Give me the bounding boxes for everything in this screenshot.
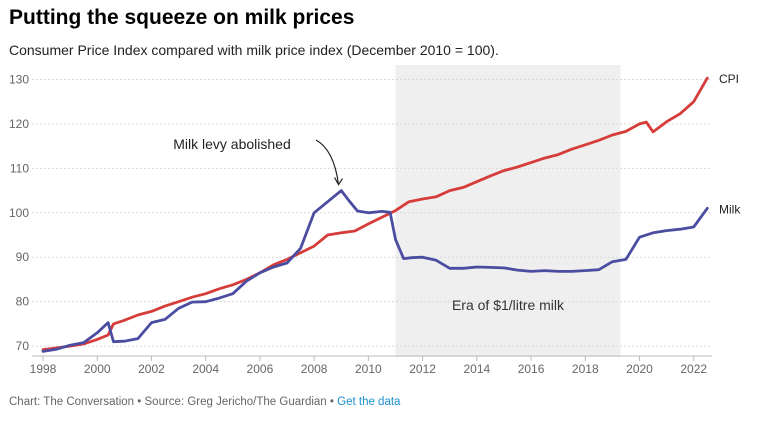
- y-tick-label: 110: [10, 161, 29, 175]
- annotation-arrowhead: [334, 177, 344, 186]
- separator: •: [329, 396, 334, 408]
- annotation-text: Milk levy abolished: [173, 136, 291, 152]
- x-tick-label: 2004: [192, 362, 219, 376]
- shaded-region: [395, 65, 621, 357]
- x-tick-label: 2022: [680, 362, 707, 376]
- series-line-milk: [41, 189, 709, 353]
- annotation-arrow: [315, 139, 340, 185]
- get-data-link[interactable]: Get the data: [337, 396, 401, 408]
- x-tick-label: 2014: [463, 362, 490, 376]
- chart-subtitle: Consumer Price Index compared with milk …: [9, 42, 499, 58]
- shaded-region-label: Era of $1/litre milk: [452, 297, 565, 313]
- y-tick-label: 100: [9, 206, 29, 220]
- x-tick-label: 2020: [626, 362, 653, 376]
- x-tick-label: 2008: [301, 362, 328, 376]
- x-tick-label: 2002: [138, 362, 165, 376]
- x-tick-label: 1998: [30, 362, 57, 376]
- series-labels: CPI Milk: [719, 72, 741, 216]
- y-tick-label: 70: [16, 339, 30, 353]
- series-lines: [41, 76, 709, 353]
- y-axis-ticks: 70 80 90 100 110 120 130: [9, 72, 29, 353]
- x-tick-label: 2016: [518, 362, 545, 376]
- y-tick-label: 120: [9, 117, 29, 131]
- series-line-cpi: [41, 76, 709, 352]
- line-chart: 70 80 90 100 110 120 130 1998 2000 2002 2004 2006 2…: [9, 65, 741, 376]
- x-tick-label: 2006: [247, 362, 274, 376]
- x-tick-label: 2000: [84, 362, 111, 376]
- series-label-cpi: CPI: [719, 72, 739, 86]
- chart-footer: Chart: The Conversation • Source: Greg J…: [9, 396, 400, 408]
- x-tick-label: 2018: [572, 362, 599, 376]
- chart-credit: Chart: The Conversation: [9, 396, 135, 408]
- x-tick-label: 2012: [409, 362, 436, 376]
- series-label-milk: Milk: [719, 202, 741, 216]
- chart-title: Putting the squeeze on milk prices: [9, 6, 355, 29]
- y-tick-label: 90: [16, 250, 30, 264]
- x-tick-label: 2010: [355, 362, 382, 376]
- y-tick-label: 80: [16, 295, 30, 309]
- separator: •: [137, 396, 142, 408]
- annotation: Milk levy abolished: [173, 136, 344, 186]
- source-credit: Source: Greg Jericho/The Guardian: [144, 396, 327, 408]
- y-tick-label: 130: [9, 72, 29, 86]
- x-axis-ticks: 1998 2000 2002 2004 2006 2008 2010 2012 2014 2016…: [30, 355, 712, 376]
